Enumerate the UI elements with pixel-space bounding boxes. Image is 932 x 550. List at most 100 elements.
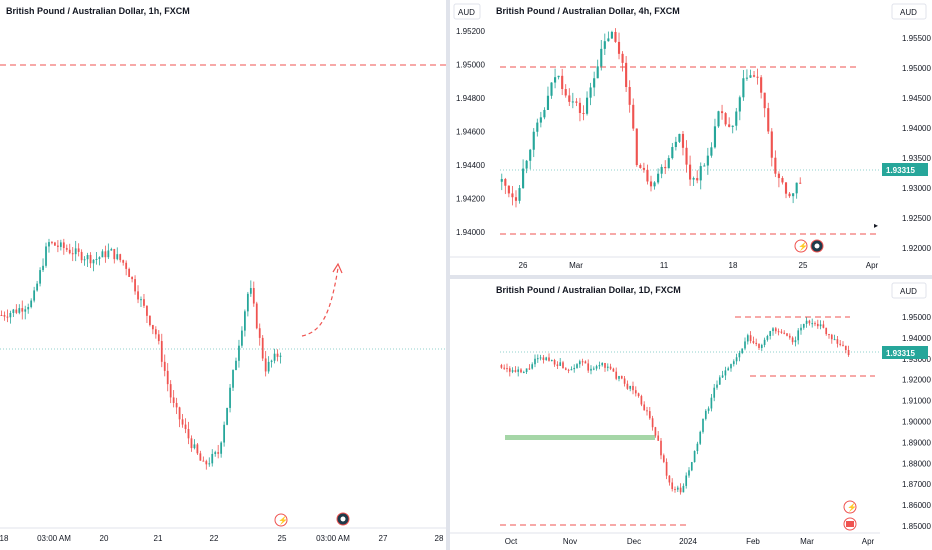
candle-body bbox=[24, 309, 27, 312]
lightning-icon[interactable]: ⚡ bbox=[274, 513, 288, 527]
candle-body bbox=[184, 424, 187, 430]
projection-arrow[interactable] bbox=[301, 267, 339, 337]
candle-body bbox=[543, 109, 546, 118]
currency-button[interactable]: AUD bbox=[900, 287, 917, 296]
candle-body bbox=[578, 361, 581, 365]
right-price-tick-label: 1.95500 bbox=[902, 34, 931, 43]
candle-body bbox=[517, 369, 520, 372]
time-tick-label: 20 bbox=[100, 534, 109, 543]
candle-body bbox=[639, 165, 642, 168]
calendar-icon[interactable] bbox=[843, 517, 857, 531]
candle-body bbox=[755, 342, 758, 345]
candle-body bbox=[752, 341, 755, 343]
candle-body bbox=[534, 358, 536, 365]
chart-pane-1d[interactable]: British Pound / Australian Dollar, 1D, F… bbox=[450, 279, 932, 550]
candle-body bbox=[828, 334, 830, 336]
candle-body bbox=[786, 333, 788, 336]
candle-body bbox=[690, 462, 693, 471]
candle-body bbox=[728, 124, 731, 127]
candle-body bbox=[844, 345, 847, 351]
candle-body bbox=[735, 357, 738, 362]
candle-body bbox=[724, 370, 727, 376]
candle-body bbox=[584, 361, 587, 364]
candle-body bbox=[258, 328, 261, 338]
candle-body bbox=[735, 111, 738, 126]
right-price-tick-label: 1.90000 bbox=[902, 418, 931, 427]
candle-body bbox=[48, 242, 50, 247]
candle-body bbox=[607, 38, 610, 42]
right-price-tick-label: 1.91000 bbox=[902, 397, 931, 406]
candle-body bbox=[596, 66, 599, 79]
time-axis: Oct Nov Dec 2024 Feb Mar Apr bbox=[505, 537, 875, 546]
candle-body bbox=[651, 418, 654, 428]
candle-body bbox=[140, 299, 142, 301]
time-tick-label: 03:00 AM bbox=[316, 534, 350, 543]
candle-body bbox=[235, 360, 237, 371]
chart-title: British Pound / Australian Dollar, 4h, F… bbox=[496, 6, 680, 16]
candle-body bbox=[682, 485, 685, 493]
candle-body bbox=[514, 197, 518, 201]
candle-body bbox=[18, 308, 21, 313]
candle-body bbox=[587, 363, 590, 371]
candle-body bbox=[689, 164, 692, 180]
candle-body bbox=[593, 78, 596, 88]
candle-body bbox=[699, 431, 702, 444]
svg-text:⚡: ⚡ bbox=[847, 502, 857, 512]
candle-body bbox=[500, 365, 503, 368]
earnings-icon[interactable] bbox=[810, 239, 824, 253]
time-tick-label: 21 bbox=[154, 534, 163, 543]
candle-body bbox=[674, 141, 677, 148]
candle-body bbox=[635, 128, 638, 166]
candle-body bbox=[134, 279, 136, 292]
candle-body bbox=[163, 361, 166, 371]
candle-body bbox=[654, 427, 657, 436]
candle-body bbox=[648, 411, 651, 419]
lightning-icon[interactable]: ⚡ bbox=[843, 500, 857, 514]
candle-body bbox=[45, 246, 47, 266]
current-price-tag bbox=[882, 163, 928, 176]
candle-body bbox=[678, 133, 681, 142]
chart-pane-4h[interactable]: AUD British Pound / Australian Dollar, 4… bbox=[450, 0, 932, 275]
candle-body bbox=[657, 173, 660, 183]
candle-body bbox=[249, 288, 252, 294]
candle-body bbox=[264, 358, 267, 372]
chart-pane-1h[interactable]: British Pound / Australian Dollar, 1h, F… bbox=[0, 0, 446, 550]
candle-body bbox=[564, 89, 567, 96]
pane-divider-horizontal[interactable] bbox=[450, 275, 932, 279]
candle-body bbox=[674, 489, 676, 491]
candle-body bbox=[255, 303, 258, 329]
lightning-icon[interactable]: ⚡ bbox=[794, 239, 808, 253]
candle-body bbox=[522, 168, 525, 189]
candle-body bbox=[718, 377, 721, 385]
price-tick-label: 1.94800 bbox=[456, 94, 485, 103]
currency-button[interactable]: AUD bbox=[458, 8, 475, 17]
candle-body bbox=[646, 169, 649, 182]
candle-body bbox=[752, 75, 756, 77]
candle-body bbox=[101, 251, 104, 258]
earnings-icon[interactable] bbox=[336, 512, 350, 526]
pane-divider-vertical[interactable] bbox=[446, 0, 450, 550]
candle-body bbox=[802, 323, 805, 328]
time-tick-label: 25 bbox=[799, 261, 808, 270]
candle-body bbox=[202, 460, 205, 462]
current-price-label-4h: 1.93315 bbox=[886, 166, 915, 175]
candle-body bbox=[503, 367, 506, 369]
candle-body bbox=[777, 173, 780, 179]
candle-body bbox=[703, 165, 706, 167]
candle-body bbox=[693, 451, 696, 463]
currency-button-right[interactable]: AUD bbox=[900, 8, 917, 17]
candle-body bbox=[660, 440, 662, 456]
candle-body bbox=[724, 113, 727, 125]
candle-body bbox=[74, 248, 77, 255]
candle-body bbox=[732, 361, 735, 365]
candle-body bbox=[649, 181, 653, 187]
candle-body bbox=[542, 357, 545, 360]
candle-body bbox=[713, 387, 716, 398]
candle-body bbox=[557, 75, 560, 78]
candle-body bbox=[578, 102, 582, 113]
support-zone[interactable] bbox=[505, 435, 655, 440]
candle-body bbox=[598, 365, 601, 367]
right-price-tick-label: 1.93000 bbox=[902, 184, 931, 193]
candle-body bbox=[556, 364, 559, 366]
candle-body bbox=[30, 300, 33, 308]
